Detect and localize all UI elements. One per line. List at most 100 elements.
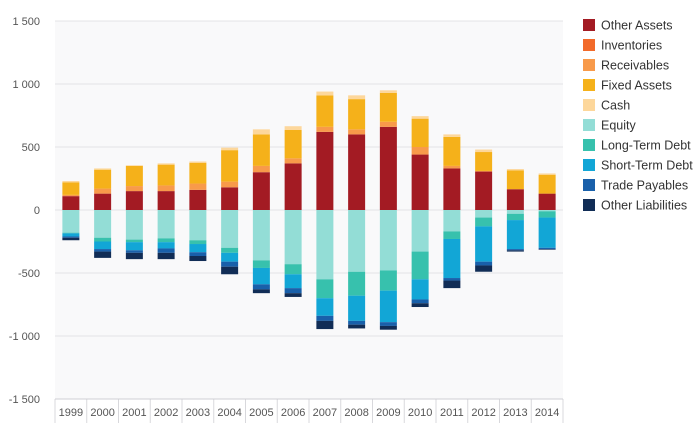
bar-segment xyxy=(379,126,397,210)
bar-segment xyxy=(62,182,80,195)
bar-segment xyxy=(189,189,207,210)
bar-segment xyxy=(538,193,556,210)
y-tick-label: -500 xyxy=(18,268,40,280)
bar-segment xyxy=(348,99,366,130)
legend-swatch xyxy=(583,39,595,51)
bar-segment xyxy=(443,168,461,210)
bar-segment xyxy=(348,324,366,329)
bar-segment xyxy=(62,210,80,233)
bar-segment xyxy=(506,250,524,252)
bar-segment xyxy=(316,279,334,299)
bar-segment xyxy=(348,129,366,135)
bar-segment xyxy=(157,191,175,210)
bar-segment xyxy=(252,267,270,285)
bar-segment xyxy=(348,271,366,296)
bar-segment xyxy=(221,150,239,182)
bar-segment xyxy=(411,116,429,119)
bar-segment xyxy=(379,210,397,271)
bar-segment xyxy=(94,193,112,210)
bar-segment xyxy=(157,248,175,253)
x-tick-label: 2008 xyxy=(344,407,368,419)
x-tick-label: 2009 xyxy=(376,407,400,419)
bar-segment xyxy=(125,252,143,260)
bar-segment xyxy=(189,161,207,163)
bar-segment xyxy=(252,134,270,166)
bar-segment xyxy=(157,163,175,165)
bar-segment xyxy=(157,164,175,186)
x-tick-label: 2006 xyxy=(281,407,305,419)
bar-segment xyxy=(221,247,239,253)
x-tick-label: 2002 xyxy=(154,407,178,419)
bar-segment xyxy=(125,165,143,187)
bar-segment xyxy=(94,241,112,250)
bar-segment xyxy=(284,293,302,297)
bar-segment xyxy=(506,220,524,250)
legend-label: Equity xyxy=(601,119,636,133)
x-tick-label: 2005 xyxy=(249,407,273,419)
bar-segment xyxy=(189,244,207,253)
x-tick-label: 2014 xyxy=(535,407,559,419)
legend-item: Fixed Assets xyxy=(583,79,672,93)
bar-segment xyxy=(189,240,207,245)
x-tick-label: 1999 xyxy=(59,407,83,419)
legend-swatch xyxy=(583,179,595,191)
bar-segment xyxy=(189,255,207,262)
bar-segment xyxy=(443,238,461,279)
bar-segment xyxy=(221,187,239,210)
bar-segment xyxy=(316,210,334,280)
legend-label: Trade Payables xyxy=(601,179,688,193)
bar-segment xyxy=(506,249,524,251)
legend: Other Assets Inventories Receivables Fixed … xyxy=(583,19,693,213)
bar-segment xyxy=(506,169,524,171)
legend-item: Trade Payables xyxy=(583,179,688,193)
bar-segment xyxy=(475,149,493,153)
bar-segment xyxy=(94,168,112,170)
bar-segment xyxy=(316,298,334,316)
legend-label: Cash xyxy=(601,99,630,113)
bar-segment xyxy=(379,90,397,93)
bar-segment xyxy=(189,210,207,241)
legend-item: Inventories xyxy=(583,39,662,53)
bar-segment xyxy=(411,154,429,210)
bars-layer xyxy=(62,90,556,330)
legend-swatch xyxy=(583,159,595,171)
bar-segment xyxy=(538,247,556,250)
bar-segment xyxy=(62,196,80,210)
bar-segment xyxy=(411,118,429,147)
bar-segment xyxy=(157,252,175,260)
legend-item: Short-Term Debt xyxy=(583,159,693,173)
legend-swatch xyxy=(583,19,595,31)
bar-segment xyxy=(411,303,429,308)
bar-segment xyxy=(316,320,334,330)
legend-item: Long-Term Debt xyxy=(583,139,691,153)
bar-segment xyxy=(221,261,239,267)
bar-segment xyxy=(125,239,143,243)
bar-segment xyxy=(189,183,207,190)
bar-segment xyxy=(284,129,302,159)
bar-segment xyxy=(348,134,366,210)
bar-segment xyxy=(411,210,429,252)
bar-segment xyxy=(62,194,80,197)
bar-segment xyxy=(157,238,175,243)
bar-segment xyxy=(475,171,493,210)
bar-segment xyxy=(475,210,493,218)
bar-segment xyxy=(221,147,239,151)
bar-segment xyxy=(125,191,143,210)
bar-segment xyxy=(284,163,302,210)
bar-segment xyxy=(538,173,556,175)
bar-segment xyxy=(94,249,112,252)
bar-segment xyxy=(94,210,112,238)
bar-segment xyxy=(443,136,461,166)
bar-segment xyxy=(157,185,175,192)
bar-segment xyxy=(379,270,397,291)
bar-segment xyxy=(94,169,112,189)
legend-label: Other Liabilities xyxy=(601,199,687,213)
bar-segment xyxy=(125,242,143,251)
bar-segment xyxy=(252,165,270,173)
bar-segment xyxy=(94,237,112,242)
bar-segment xyxy=(252,289,270,294)
bar-segment xyxy=(443,210,461,232)
bar-segment xyxy=(475,261,493,266)
